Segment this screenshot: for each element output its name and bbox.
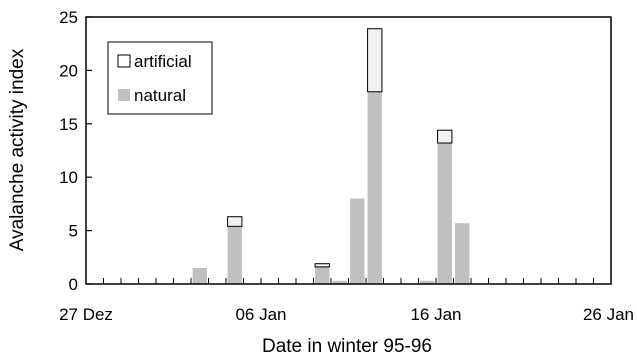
- bar-natural-1996-01-11: [350, 198, 365, 284]
- bar-artificial-1996-01-12: [367, 28, 383, 93]
- bar-natural-1996-01-04: [227, 226, 242, 284]
- y-tick-labels: 0 5 10 15 20 25: [59, 8, 78, 294]
- legend-label-natural: natural: [134, 86, 186, 105]
- bar-artificial-1996-01-16: [437, 129, 453, 144]
- x-tick-labels: 27 Dez 06 Jan 16 Jan 26 Jan: [59, 305, 634, 324]
- x-tick-label-1996-01-16: 16 Jan: [410, 305, 461, 324]
- legend: artificial natural: [107, 41, 213, 115]
- y-tick-label-25: 25: [59, 8, 78, 27]
- legend-frame: [107, 41, 213, 115]
- x-axis-label: Date in winter 95-96: [262, 336, 432, 357]
- bar-natural-1996-01-17: [455, 223, 470, 284]
- y-tick-label-15: 15: [59, 115, 78, 134]
- y-tick-label-0: 0: [69, 275, 78, 294]
- bar-artificial-1996-01-09: [314, 263, 330, 268]
- bar-natural-1996-01-12: [367, 91, 382, 284]
- legend-swatch-artificial: [117, 54, 131, 68]
- y-tick-label-10: 10: [59, 168, 78, 187]
- x-tick-label-1996-01-26: 26 Jan: [583, 305, 634, 324]
- legend-label-artificial: artificial: [134, 52, 192, 71]
- bar-natural-1996-01-16: [437, 143, 452, 284]
- bars-layer: [192, 28, 470, 284]
- bar-natural-1996-01-02: [192, 267, 207, 284]
- legend-swatch-natural: [118, 89, 130, 101]
- x-tick-label-1996-01-06: 06 Jan: [235, 305, 286, 324]
- bar-artificial-1996-01-04: [227, 216, 243, 227]
- ticks-layer: [85, 16, 612, 285]
- bar-natural-1996-01-09: [315, 266, 330, 284]
- bar-natural-1996-01-10: [332, 280, 347, 284]
- y-axis-label: Avalanche activity index: [7, 48, 28, 251]
- y-tick-label-20: 20: [59, 61, 78, 80]
- y-tick-label-5: 5: [69, 222, 78, 241]
- x-tick-label-1995-12-27: 27 Dez: [59, 305, 113, 324]
- bar-natural-1996-01-15: [420, 280, 435, 284]
